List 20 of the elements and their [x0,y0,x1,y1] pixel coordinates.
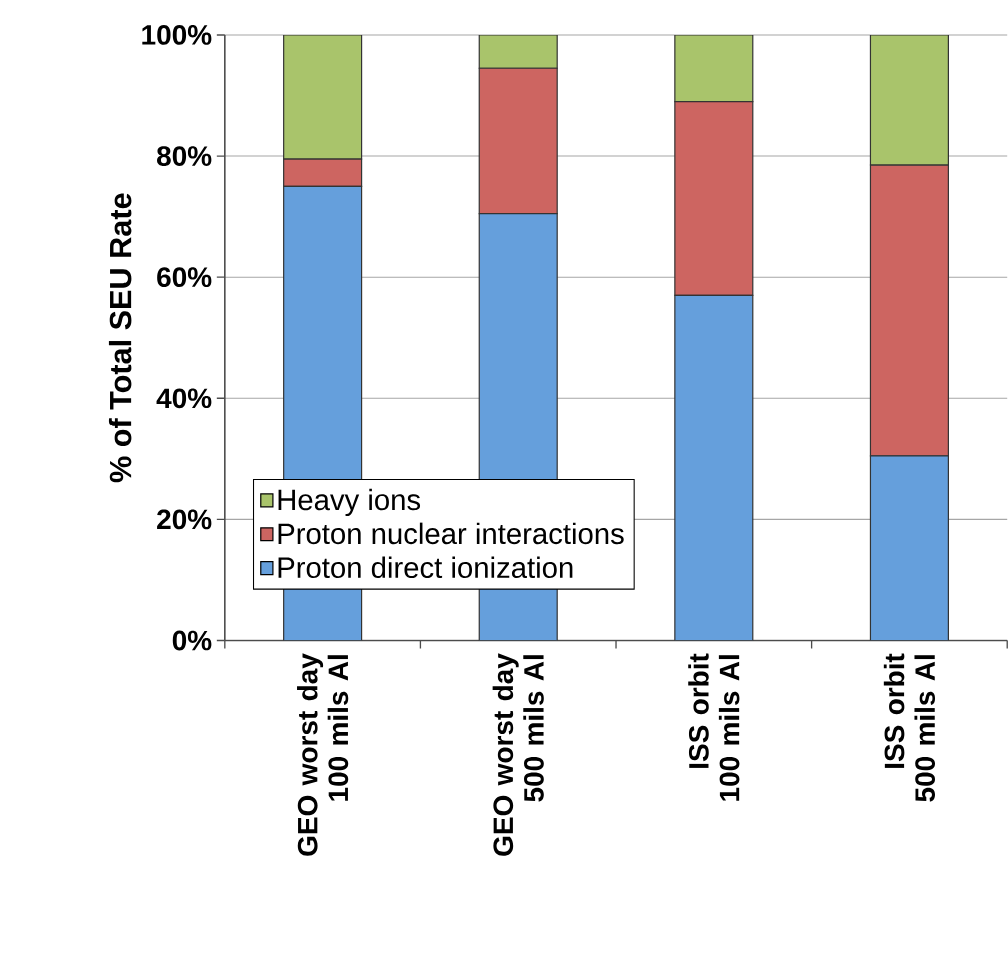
legend-label: Heavy ions [278,488,421,516]
x-tick-label: ISS orbit 500 mils Al [883,653,936,802]
bar [674,294,754,641]
bar [869,34,949,166]
legend-label: Proton nuclear interactions [278,522,624,545]
bar [478,34,558,69]
x-tick-label: GEO worst day 500 mils Al [492,653,544,856]
x-tick-label: ISS orbit 100 mils Al [688,653,740,801]
y-tick-label: 0% [172,630,212,651]
y-tick-label: 100% [142,24,212,45]
bar [869,455,949,641]
legend-label: Proton direct ionization [278,556,573,578]
bar [283,34,363,160]
y-tick-label: 80% [157,146,212,166]
y-tick-label: 40% [156,388,212,409]
y-axis-title: % of Total SEU Rate [108,193,132,483]
x-tick-label: GEO worst day 100 mils Al [297,653,349,856]
y-tick-label: 60% [157,267,212,287]
bar [674,34,754,103]
y-tick-label: 20% [157,509,212,530]
